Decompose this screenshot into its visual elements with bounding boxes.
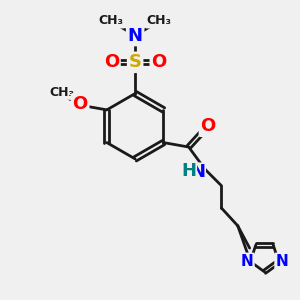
Text: S: S xyxy=(129,53,142,71)
Text: N: N xyxy=(190,163,205,181)
Text: CH₃: CH₃ xyxy=(146,14,171,27)
Text: CH₃: CH₃ xyxy=(99,14,124,27)
Text: O: O xyxy=(104,53,119,71)
Text: CH₃: CH₃ xyxy=(50,85,75,98)
Text: O: O xyxy=(200,117,216,135)
Text: O: O xyxy=(72,95,88,113)
Text: N: N xyxy=(240,254,253,269)
Text: N: N xyxy=(276,254,289,269)
Text: H: H xyxy=(181,162,196,180)
Text: N: N xyxy=(128,27,142,45)
Text: O: O xyxy=(151,53,166,71)
